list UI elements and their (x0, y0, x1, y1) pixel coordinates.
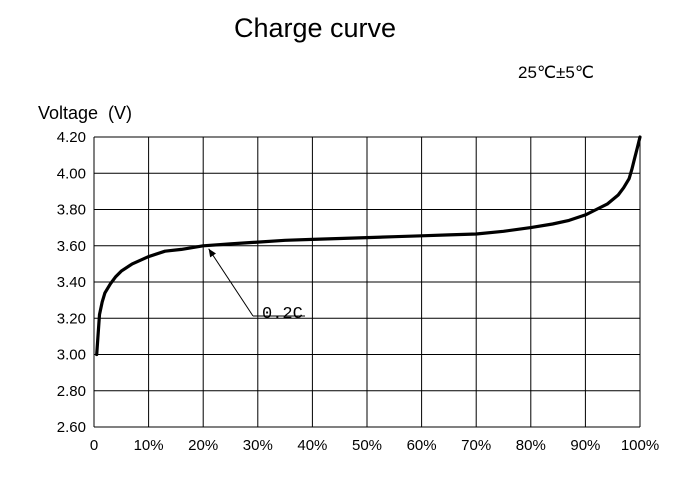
y-tick-label: 3.00 (57, 347, 86, 364)
series-layer (95, 135, 642, 357)
x-tick-label: 0 (90, 437, 98, 454)
x-tick-label: 60% (407, 437, 437, 454)
x-tick-label: 50% (352, 437, 382, 454)
x-tick-label: 30% (243, 437, 273, 454)
y-tick-label: 3.60 (57, 238, 86, 255)
series-line (95, 135, 642, 357)
x-tick-label: 10% (134, 437, 164, 454)
annotation-layer: 0.2C (208, 248, 305, 324)
y-tick-label: 3.80 (57, 202, 86, 219)
y-tick-label: 2.60 (57, 419, 86, 436)
y-tick-label: 4.00 (57, 165, 86, 182)
tick-labels: 2.60 2.80 3.00 3.20 3.40 3.60 3.80 4.00 4.20 0 10%… (57, 129, 659, 454)
annotation-label: 0.2C (262, 305, 303, 324)
x-tick-label: 80% (516, 437, 546, 454)
temperature-condition: 25℃±5℃ (518, 63, 594, 82)
x-tick-label: 40% (297, 437, 327, 454)
chart-title: Charge curve (234, 13, 396, 43)
y-tick-label: 3.40 (57, 274, 86, 291)
y-tick-label: 2.80 (57, 383, 86, 400)
x-tick-label: 100% (621, 437, 659, 454)
grid-lines (93, 136, 641, 428)
x-tick-label: 70% (461, 437, 491, 454)
annotation-leader (208, 248, 254, 317)
y-axis-label: Voltage (V) (38, 103, 132, 123)
x-tick-label: 20% (188, 437, 218, 454)
annotation-arrowhead (208, 248, 216, 258)
x-tick-label: 90% (570, 437, 600, 454)
y-tick-label: 4.20 (57, 129, 86, 146)
y-tick-label: 3.20 (57, 310, 86, 327)
